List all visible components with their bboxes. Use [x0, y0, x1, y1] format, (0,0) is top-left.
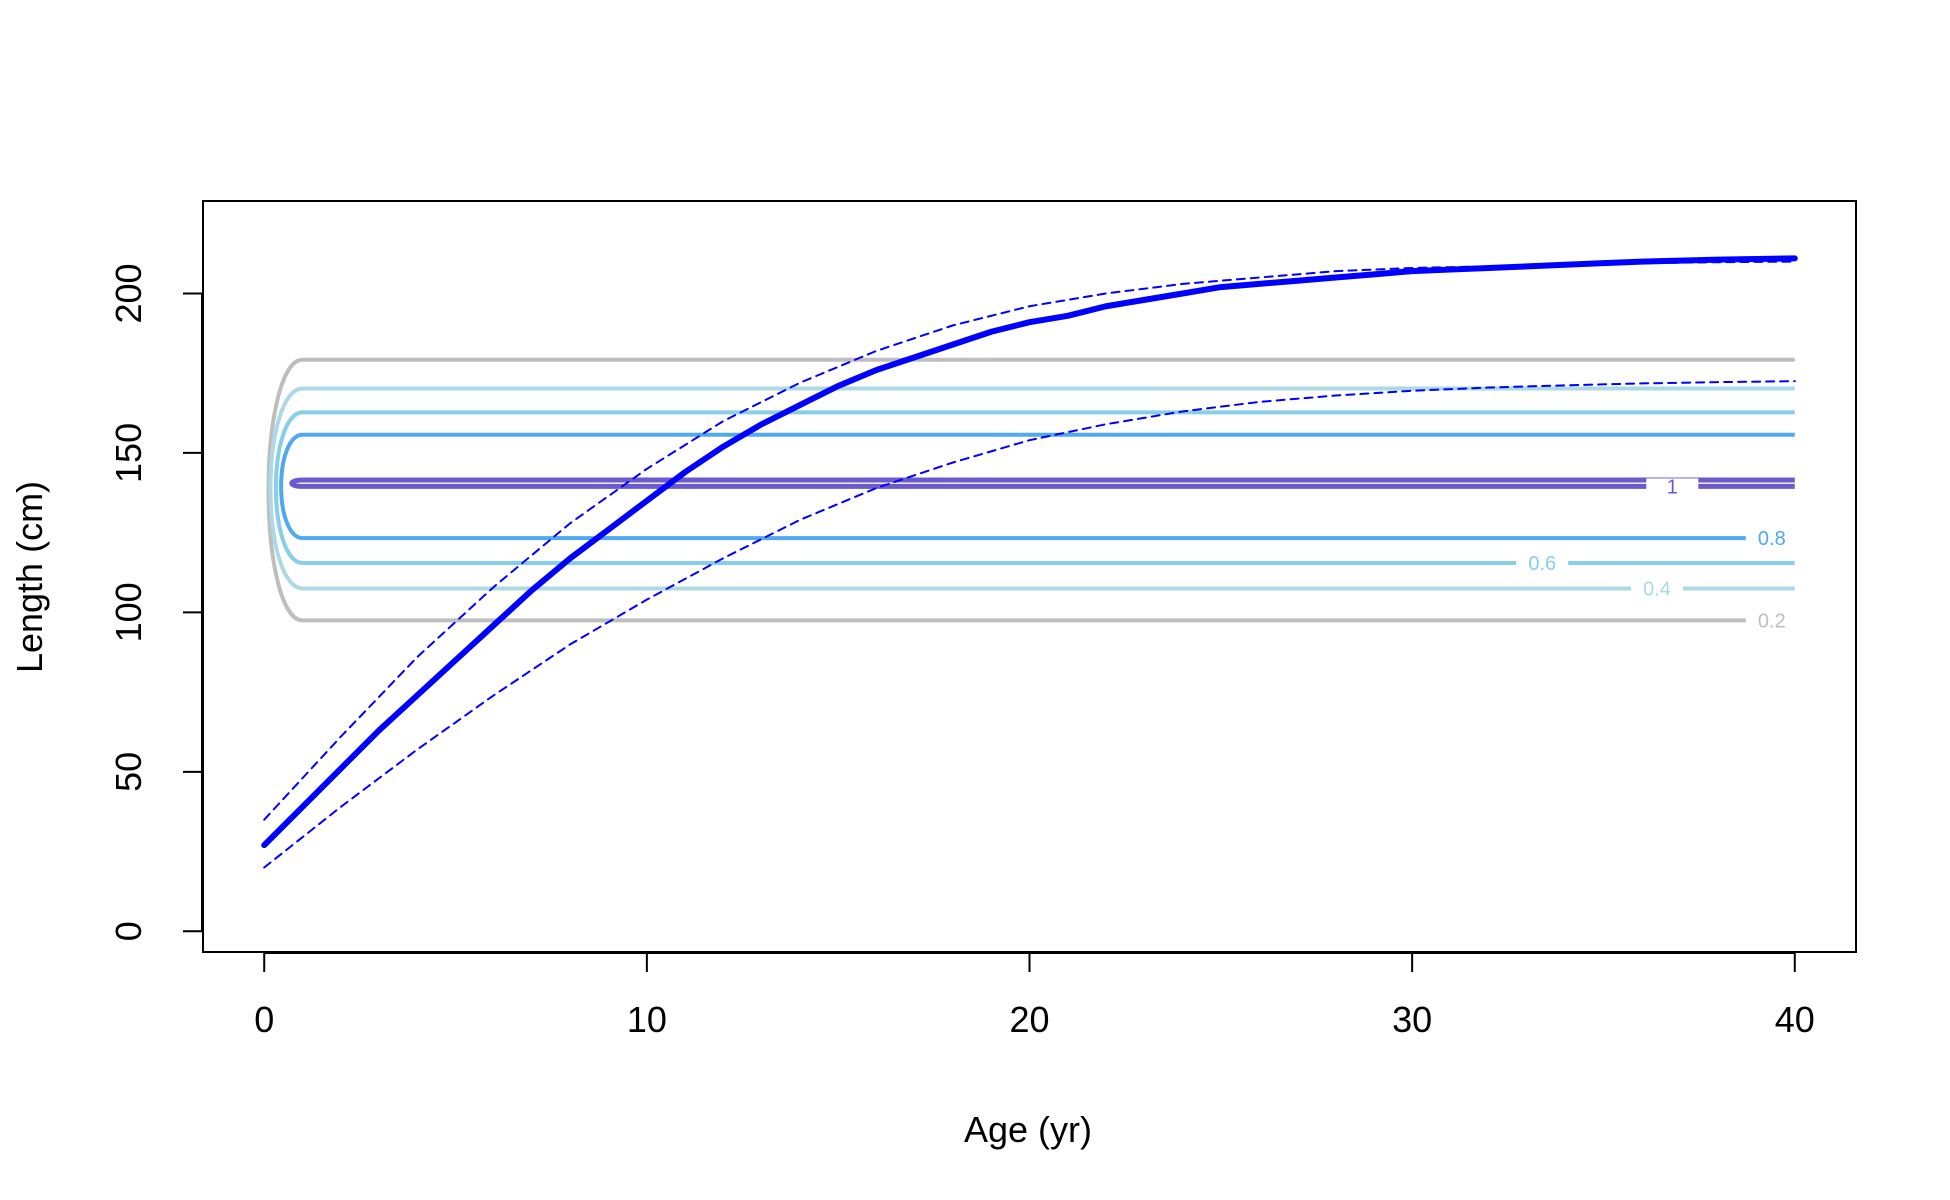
y-tick-label: 0 [108, 921, 149, 941]
x-axis: 0 10 20 30 40 [254, 953, 1815, 1040]
y-tick-label: 50 [108, 752, 149, 792]
x-tick-label: 20 [1009, 999, 1049, 1040]
x-tick-label: 10 [627, 999, 667, 1040]
contour-label: 0.8 [1758, 528, 1786, 550]
contour-label: 0.2 [1758, 610, 1786, 632]
x-tick-label: 30 [1392, 999, 1432, 1040]
y-tick-label: 150 [108, 423, 149, 483]
x-axis-label: Age (yr) [964, 1109, 1092, 1150]
upper-interval-line [264, 262, 1795, 820]
contour-line [268, 360, 1794, 621]
contour-label: 0.4 [1643, 578, 1671, 600]
plot-frame [203, 201, 1856, 952]
x-tick-label: 0 [254, 999, 274, 1040]
contour-label: 0.6 [1528, 553, 1556, 575]
y-tick-label: 200 [108, 263, 149, 323]
y-tick-label: 100 [108, 582, 149, 642]
y-axis: 0 50 100 150 200 [108, 263, 202, 941]
contour-layer: 0.2 0.4 0.6 0.8 1 [268, 360, 1797, 633]
contour-line [292, 480, 1795, 486]
growth-curve-chart: 0.2 0.4 0.6 0.8 1 0 10 20 30 40 0 50 100 150 200 Age… [0, 0, 1950, 1200]
growth-curve-line [264, 258, 1795, 845]
x-tick-label: 40 [1775, 999, 1815, 1040]
y-axis-label: Length (cm) [9, 481, 50, 673]
contour-label: 1 [1667, 476, 1678, 498]
